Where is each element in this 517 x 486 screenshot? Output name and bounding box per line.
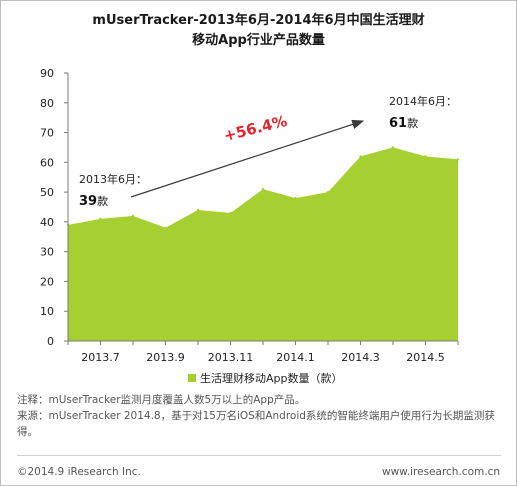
copyright-text: ©2014.9 iResearch Inc. xyxy=(17,466,141,478)
data-point xyxy=(164,226,167,229)
footnotes: 注释：mUserTracker监测月度覆盖人数5万以上的App产品。 来源：mU… xyxy=(17,392,507,440)
data-point xyxy=(456,158,460,161)
data-point xyxy=(229,211,232,215)
series-area xyxy=(68,147,458,341)
y-tick-label: 50 xyxy=(40,186,54,199)
data-point xyxy=(196,208,200,212)
end-annotation-label: 2014年6月： xyxy=(389,94,457,108)
start-annotation-value: 39款 xyxy=(79,194,108,209)
x-tick-label: 2013.9 xyxy=(146,351,185,364)
footer-divider xyxy=(17,455,501,456)
data-point xyxy=(391,146,395,149)
x-tick-label: 2014.5 xyxy=(406,351,445,364)
data-point xyxy=(131,214,135,218)
end-annotation-value: 61款 xyxy=(389,116,418,131)
trend-arrow xyxy=(130,119,365,198)
x-tick-label: 2014.3 xyxy=(341,351,380,364)
y-tick-label: 10 xyxy=(40,305,54,318)
y-tick-label: 80 xyxy=(40,97,54,110)
y-tick-label: 20 xyxy=(40,275,54,288)
x-tick-label: 2013.7 xyxy=(81,351,120,364)
y-tick-label: 0 xyxy=(47,335,54,348)
y-tick-label: 30 xyxy=(40,246,54,259)
data-point xyxy=(424,155,427,158)
y-tick-label: 70 xyxy=(40,127,54,140)
data-point xyxy=(326,190,330,194)
x-tick-label: 2014.1 xyxy=(276,351,315,364)
start-annotation-label: 2013年6月： xyxy=(79,172,147,186)
chart-title-line2: 移动App行业产品数量 xyxy=(192,33,325,48)
data-point xyxy=(261,187,265,191)
x-tick-label: 2013.11 xyxy=(208,351,254,364)
website-text: www.iresearch.com.cn xyxy=(381,466,500,478)
data-point xyxy=(359,155,362,158)
area-chart: 0 10 20 30 40 50 60 70 80 90 2013.7 2013.9 2013.11 20… xyxy=(40,67,460,385)
y-tick-label: 40 xyxy=(40,216,54,229)
y-tick-label: 60 xyxy=(40,156,54,169)
legend-label: 生活理财移动App数量（款） xyxy=(200,371,343,385)
footnote-source: 来源：mUserTracker 2014.8，基于对15万名iOS和Androi… xyxy=(17,410,495,438)
data-point xyxy=(99,217,102,221)
legend-swatch xyxy=(188,374,196,382)
growth-label: +56.4% xyxy=(222,112,289,145)
y-tick-label: 90 xyxy=(40,67,54,80)
footnote-note: 注释：mUserTracker监测月度覆盖人数5万以上的App产品。 xyxy=(17,394,306,406)
chart-title: mUserTracker-2013年6月-2014年6月中国生活理财 移动App… xyxy=(1,11,516,51)
data-point xyxy=(294,196,297,200)
chart-title-line1: mUserTracker-2013年6月-2014年6月中国生活理财 xyxy=(92,13,425,28)
